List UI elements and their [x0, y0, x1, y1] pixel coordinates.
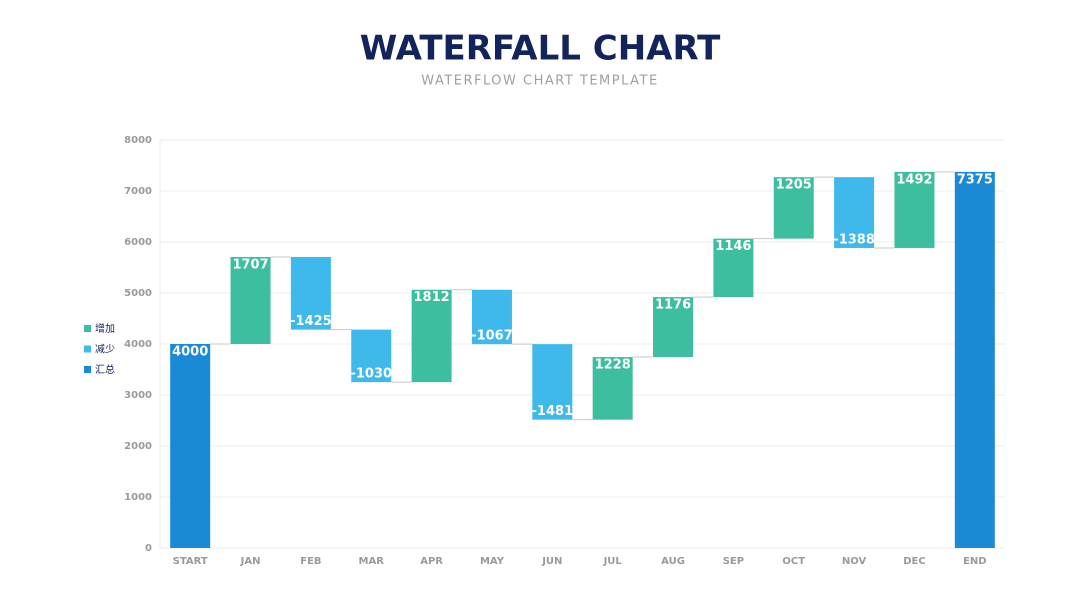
- legend-label: 减少: [95, 344, 115, 356]
- x-tick-label: START: [173, 556, 208, 567]
- legend-swatch: [84, 345, 91, 353]
- data-label: 1228: [595, 358, 631, 373]
- x-tick-label: END: [963, 556, 987, 567]
- bar: [351, 329, 392, 383]
- legend-label: 汇总: [95, 363, 115, 376]
- y-tick-label: 2000: [124, 441, 152, 452]
- y-tick-label: 6000: [124, 237, 152, 248]
- x-tick-label: AUG: [661, 556, 685, 567]
- x-tick-label: JUL: [603, 556, 623, 567]
- x-tick-label: APR: [420, 556, 443, 567]
- x-tick-label: DEC: [903, 556, 925, 567]
- data-label: -1030: [350, 367, 392, 382]
- data-label: 1707: [232, 257, 268, 272]
- data-label: 1176: [655, 298, 691, 313]
- y-tick-label: 4000: [124, 339, 152, 350]
- y-tick-label: 1000: [124, 492, 152, 503]
- x-tick-label: FEB: [300, 556, 321, 567]
- bar: [653, 297, 694, 358]
- data-label: -1425: [290, 314, 332, 329]
- y-tick-label: 0: [145, 543, 152, 554]
- x-tick-label: OCT: [782, 556, 805, 567]
- data-label: -1388: [833, 232, 875, 247]
- legend-label: 增加: [95, 322, 115, 335]
- x-tick-label: JUN: [541, 556, 562, 567]
- data-label: 4000: [172, 345, 208, 360]
- bar: [411, 289, 452, 383]
- data-label: -1067: [471, 329, 513, 344]
- y-tick-label: 7000: [124, 186, 152, 197]
- y-tick-label: 8000: [124, 135, 152, 146]
- y-tick-label: 3000: [124, 390, 152, 401]
- x-tick-label: JAN: [240, 556, 261, 567]
- bar: [894, 171, 935, 248]
- bar: [230, 256, 271, 344]
- chart-subtitle: WATERFLOW CHART TEMPLATE: [421, 74, 658, 89]
- bar: [592, 357, 633, 420]
- legend-swatch: [84, 325, 91, 332]
- bar: [290, 256, 331, 330]
- bar: [532, 344, 573, 420]
- data-label: 1812: [414, 290, 450, 305]
- data-label: 1205: [776, 178, 812, 193]
- x-tick-label: SEP: [723, 556, 744, 567]
- bar: [954, 171, 995, 548]
- data-label: 1492: [896, 172, 932, 187]
- data-label: -1481: [532, 404, 574, 419]
- chart-title: WATERFALL CHART: [360, 29, 721, 69]
- data-label: 1146: [715, 239, 751, 254]
- data-label: 7375: [957, 172, 993, 187]
- legend-swatch: [84, 366, 91, 373]
- x-tick-label: MAY: [480, 556, 505, 567]
- bar: [834, 177, 875, 248]
- bar: [170, 344, 211, 548]
- bar: [773, 177, 814, 239]
- bar: [713, 238, 754, 298]
- x-tick-label: MAR: [359, 556, 385, 567]
- bar: [471, 289, 512, 345]
- x-tick-label: NOV: [842, 556, 867, 567]
- y-tick-label: 5000: [124, 288, 152, 299]
